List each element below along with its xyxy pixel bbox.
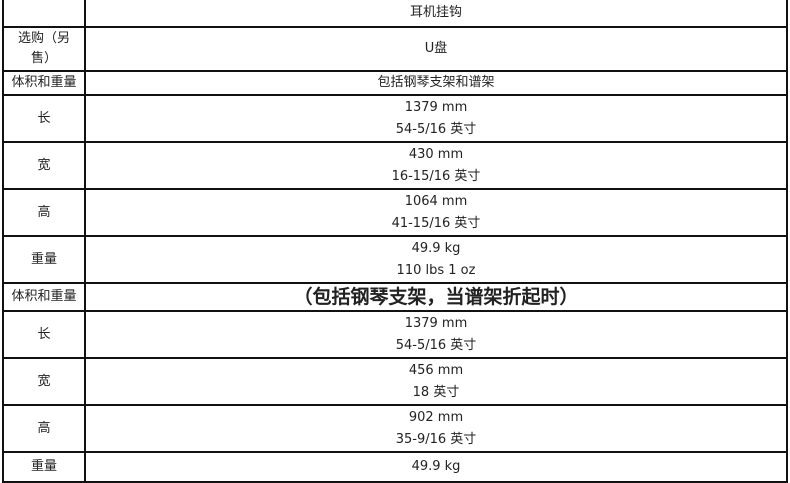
table-row: 宽 456 mm 18 英寸	[2, 357, 788, 406]
row-value: 包括钢琴支架和谱架	[84, 70, 788, 96]
row-label: 宽	[2, 141, 86, 190]
value-line: 456 mm	[408, 362, 464, 378]
row-label	[2, 0, 86, 28]
row-label: 长	[2, 94, 86, 143]
value-line: 41-15/16 英寸	[391, 215, 481, 231]
value-line: 1379 mm	[404, 99, 468, 115]
value-line: 1379 mm	[404, 315, 468, 331]
value-line: 1064 mm	[404, 193, 468, 209]
row-label: 体积和重量	[2, 282, 86, 312]
table-row: 长 1379 mm 54-5/16 英寸	[2, 94, 788, 143]
row-value: （包括钢琴支架，当谱架折起时）	[84, 282, 788, 312]
table-row: 选购（另售） U盘	[2, 26, 788, 72]
row-label: 重量	[2, 451, 86, 483]
row-value: 1379 mm 54-5/16 英寸	[84, 94, 788, 143]
row-label: 选购（另售）	[2, 26, 86, 72]
row-label: 长	[2, 310, 86, 359]
row-value: 49.9 kg 110 lbs 1 oz	[84, 235, 788, 284]
value-line: 902 mm	[408, 409, 464, 425]
value-line: 包括钢琴支架和谱架	[377, 75, 495, 90]
value-line: 110 lbs 1 oz	[396, 262, 476, 278]
table-row: 体积和重量 （包括钢琴支架，当谱架折起时）	[2, 282, 788, 312]
row-value: U盘	[84, 26, 788, 72]
value-line: 49.9 kg	[411, 240, 461, 256]
row-label: 体积和重量	[2, 70, 86, 96]
row-label: 高	[2, 188, 86, 237]
table-row: 体积和重量 包括钢琴支架和谱架	[2, 70, 788, 96]
row-value: 902 mm 35-9/16 英寸	[84, 404, 788, 453]
table-row: 高 902 mm 35-9/16 英寸	[2, 404, 788, 453]
row-value: 49.9 kg	[84, 451, 788, 483]
value-line: 35-9/16 英寸	[395, 431, 477, 447]
table-row: 耳机挂钩	[2, 0, 788, 28]
row-value: 456 mm 18 英寸	[84, 357, 788, 406]
value-line: 430 mm	[408, 146, 464, 162]
value-line: U盘	[424, 41, 448, 56]
row-value: 430 mm 16-15/16 英寸	[84, 141, 788, 190]
value-line: （包括钢琴支架，当谱架折起时）	[293, 286, 579, 308]
value-line: 54-5/16 英寸	[395, 121, 477, 137]
table-row: 重量 49.9 kg 110 lbs 1 oz	[2, 235, 788, 284]
table-row: 宽 430 mm 16-15/16 英寸	[2, 141, 788, 190]
value-line: 49.9 kg	[411, 459, 461, 474]
value-line: 54-5/16 英寸	[395, 337, 477, 353]
value-line: 耳机挂钩	[409, 5, 462, 20]
row-value: 耳机挂钩	[84, 0, 788, 28]
row-value: 1064 mm 41-15/16 英寸	[84, 188, 788, 237]
row-value: 1379 mm 54-5/16 英寸	[84, 310, 788, 359]
row-label: 重量	[2, 235, 86, 284]
row-label: 高	[2, 404, 86, 453]
table-row: 重量 49.9 kg	[2, 451, 788, 483]
table-row: 高 1064 mm 41-15/16 英寸	[2, 188, 788, 237]
row-label: 宽	[2, 357, 86, 406]
value-line: 18 英寸	[412, 384, 460, 400]
table-row: 长 1379 mm 54-5/16 英寸	[2, 310, 788, 359]
value-line: 16-15/16 英寸	[391, 168, 481, 184]
